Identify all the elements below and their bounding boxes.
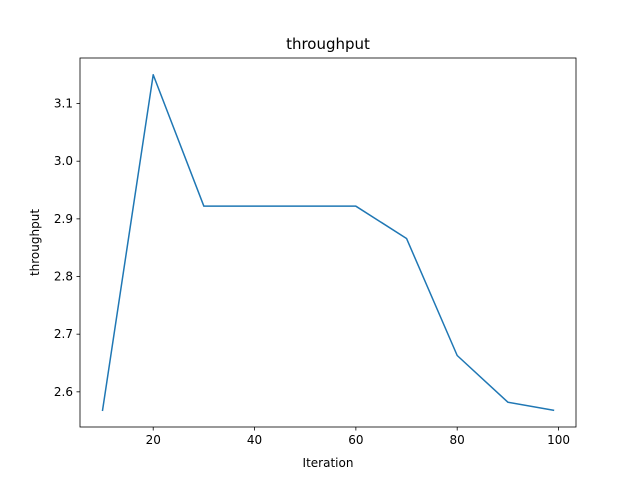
x-tick-label: 100 [547, 433, 570, 447]
x-tick-label: 40 [247, 433, 262, 447]
x-axis-label: Iteration [303, 456, 354, 470]
plot-area: 20 40 60 80 100 2.6 2.7 2.8 2.9 3.0 3.1 [54, 57, 577, 447]
y-tick-label: 2.8 [54, 270, 73, 284]
y-tick-label: 3.1 [54, 97, 73, 111]
x-tick-label: 80 [450, 433, 465, 447]
y-tick-label: 2.9 [54, 212, 73, 226]
y-tick-label: 2.7 [54, 327, 73, 341]
y-axis-label: throughput [28, 209, 42, 276]
y-tick-label: 3.0 [54, 154, 73, 168]
chart-title: throughput [286, 35, 370, 53]
x-tick-label: 20 [146, 433, 161, 447]
axes-frame [79, 57, 577, 428]
y-tick-label: 2.6 [54, 385, 73, 399]
series-line-0 [101, 73, 555, 412]
x-tick-label: 60 [348, 433, 363, 447]
